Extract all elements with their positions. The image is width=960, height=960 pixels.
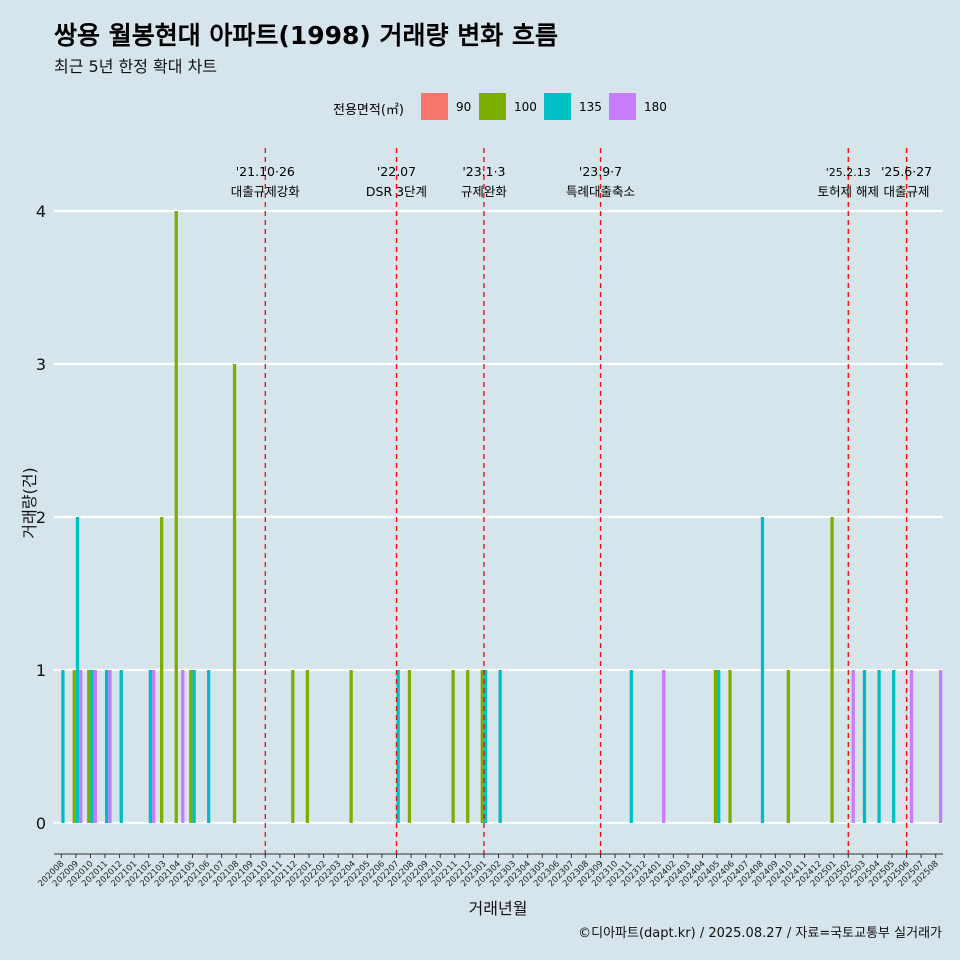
y-axis-label: 거래량(건) [20,467,39,538]
legend-title: 전용면적(㎡) [333,103,404,118]
event-label-2: 규제완화 [461,184,508,199]
bar-202106-135 [207,670,211,823]
bar-202204-100 [349,670,353,823]
bar-202112-100 [291,670,295,823]
event-date-1: '22.07 [377,164,416,179]
legend-key-90 [421,93,448,120]
legend-key-100 [479,93,506,120]
bar-202211-100 [451,670,455,823]
bar-202405-100 [713,670,718,823]
bar-202010-100 [87,670,91,823]
bar-202301-135 [483,670,488,823]
event-date-0: '21.10·26 [236,164,295,179]
y-tick-label-0: 0 [36,814,46,833]
bar-202009-135 [75,517,80,823]
bar-202103-100 [160,517,164,823]
bar-202508-180 [938,670,943,823]
bar-202302-135 [498,670,502,823]
bar-202405-135 [717,670,721,823]
bar-202009-180 [79,670,83,823]
bar-202406-100 [728,670,732,823]
bar-202010-180 [93,670,97,823]
bar-202104-180 [181,670,185,823]
legend-label-135: 135 [579,100,602,114]
event-date-3: '23.9·7 [579,164,622,179]
event-date-4: '25.2.13 [826,166,871,179]
bar-202009-100 [72,670,76,823]
legend-key-135 [544,93,571,120]
legend-label-90: 90 [456,100,472,114]
bar-202102-180 [152,670,156,823]
event-lines: '21.10·26 대출규제강화 '22.07 DSR 3단계 '23.1·3 규제완화 '… [231,148,932,856]
bar-202505-135 [891,670,896,823]
bar-202502-180 [851,670,855,823]
legend: 전용면적(㎡) 90 100 135 180 [0,93,960,121]
bar-202208-100 [407,670,412,823]
bar-202108-100 [232,364,237,823]
axes: 0123420200820200920201020201120201220210… [36,202,943,889]
bar-202008-135 [61,670,65,823]
event-label-5: 대출규제 [884,184,930,199]
bar-202401-180 [662,670,666,823]
bar-202010-135 [90,670,94,823]
bar-202012-135 [119,670,123,823]
bar-202311-135 [629,670,633,823]
event-label-3: 특례대출축소 [566,184,635,199]
bar-202102-135 [148,670,153,823]
bar-202011-135 [105,670,109,823]
event-date-5: '25.6·27 [881,164,932,179]
x-axis-label: 거래년월 [469,899,528,918]
bar-202105-100 [189,670,193,823]
chart-subtitle: 최근 5년 한정 확대 차트 [54,57,218,76]
bar-202503-135 [862,670,867,823]
event-label-1: DSR 3단계 [366,184,427,199]
bar-202201-100 [305,670,310,823]
legend-label-180: 180 [644,100,667,114]
caption: ©디아파트(dapt.kr) / 2025.08.27 / 자료=국토교통부 실… [578,926,942,941]
legend-label-100: 100 [514,100,537,114]
bar-202207-135 [396,670,400,823]
event-date-2: '23.1·3 [462,164,505,179]
bar-202301-100 [480,670,484,823]
bar-202504-135 [877,670,881,823]
y-tick-label-2: 2 [36,508,46,527]
bar-202104-100 [174,211,178,823]
chart-title: 쌍용 월봉현대 아파트(1998) 거래량 변화 흐름 [54,21,558,50]
bar-202011-180 [108,670,112,823]
event-label-4: 토허제 해제 [818,184,879,199]
bar-202408-135 [760,517,765,823]
y-tick-label-3: 3 [36,355,46,374]
bar-202212-100 [466,670,470,823]
bar-202105-135 [192,670,196,823]
bar-202410-100 [786,670,790,823]
bar-202506-180 [909,670,914,823]
y-tick-label-1: 1 [36,661,46,680]
y-tick-label-4: 4 [36,202,46,221]
bars [61,211,943,823]
event-label-0: 대출규제강화 [231,184,301,199]
legend-key-180 [609,93,636,120]
bar-202501-100 [830,517,834,823]
